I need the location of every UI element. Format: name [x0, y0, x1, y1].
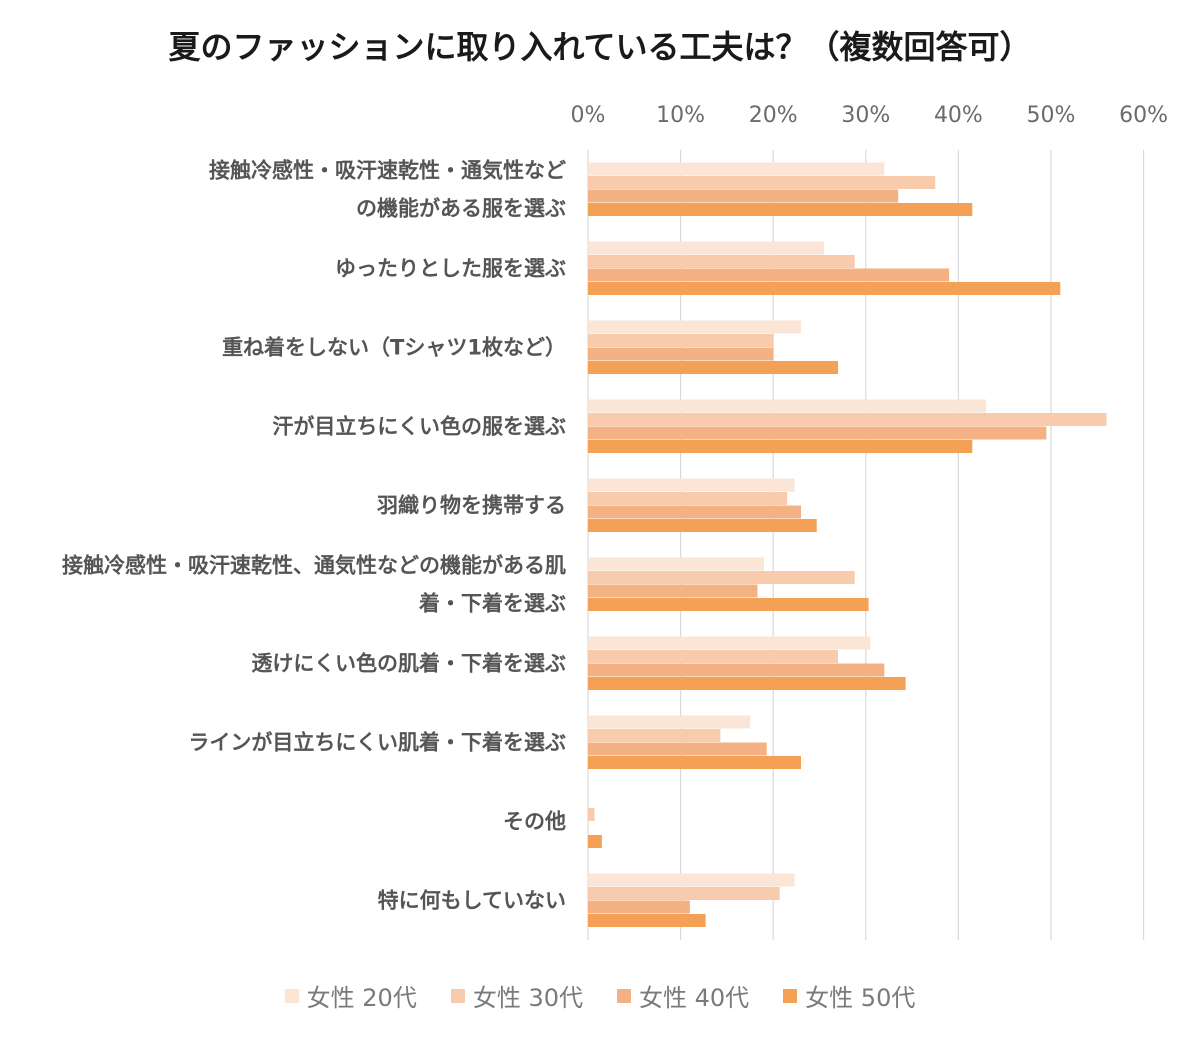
category-label: ゆったりとした服を選ぶ [335, 257, 566, 281]
bar [588, 399, 987, 413]
category-label: 汗が目立ちにくい色の服を選ぶ [272, 415, 566, 439]
bar [588, 598, 869, 611]
legend-item: 女性 20代 [284, 978, 417, 1013]
bar [588, 756, 801, 769]
bar [588, 162, 885, 176]
bar [588, 334, 774, 347]
category-label: 羽織り物を携帯する [377, 494, 566, 518]
legend-item: 女性 50代 [783, 978, 915, 1013]
x-tick-label: 40% [934, 103, 983, 128]
legend-item: 女性 30代 [450, 978, 583, 1013]
category-label: 重ね着をしない（Tシャツ1枚など） [222, 336, 566, 360]
x-tick-label: 10% [656, 103, 705, 128]
legend-item: 女性 40代 [617, 978, 749, 1013]
category-label: 特に何もしていない [378, 889, 566, 913]
bar [588, 320, 801, 334]
bar [588, 519, 817, 532]
x-tick-label: 60% [1119, 103, 1168, 128]
bar [588, 835, 602, 848]
bar [588, 203, 973, 216]
category-label: の機能がある服を選ぶ [356, 197, 566, 221]
bar [588, 715, 751, 729]
bar [588, 413, 1107, 426]
bar [588, 808, 595, 821]
bar-chart: 0% 10% 20% 30% 40% 50% 60% 接触冷感性・吸汗速乾性・通気性などの機能… [62, 103, 1168, 940]
bar [588, 873, 795, 887]
bar [588, 677, 906, 690]
legend-swatch [450, 988, 465, 1003]
bar [588, 900, 690, 914]
category-label: 接触冷感性・吸汗速乾性・通気性など [209, 159, 566, 183]
x-tick-label: 20% [749, 103, 798, 128]
bar [588, 505, 801, 519]
bar [588, 557, 764, 571]
bar [588, 584, 758, 598]
bar [588, 571, 855, 584]
chart-title: 夏のファッションに取り入れている工夫は？（複数回答可） [168, 28, 1032, 66]
bar [588, 361, 839, 374]
bar [588, 636, 871, 650]
chart-legend: 女性 20代 女性 30代 女性 40代 女性 50代 [0, 978, 1200, 1013]
category-label: 接触冷感性・吸汗速乾性、通気性などの機能がある肌 [62, 554, 566, 578]
bar [588, 176, 936, 189]
category-label: ラインが目立ちにくい肌着・下着を選ぶ [188, 731, 566, 755]
legend-swatch [783, 988, 798, 1003]
x-tick-label: 0% [571, 103, 606, 128]
bar [588, 347, 774, 361]
bar [588, 914, 706, 927]
bar [588, 650, 839, 663]
bar [588, 663, 885, 677]
bar [588, 268, 950, 282]
bar [588, 426, 1047, 440]
bar [588, 255, 855, 268]
x-tick-label: 30% [841, 103, 890, 128]
category-label: 着・下着を選ぶ [418, 592, 566, 616]
category-label: その他 [503, 810, 566, 834]
bar [588, 189, 899, 203]
legend-label: 女性 20代 [306, 984, 417, 1012]
legend-label: 女性 50代 [805, 984, 916, 1012]
legend-swatch [617, 988, 631, 1003]
legend-label: 女性 40代 [639, 984, 750, 1012]
bar [588, 478, 795, 492]
bar [588, 492, 788, 505]
legend-label: 女性 30代 [472, 984, 583, 1012]
legend-swatch [284, 988, 299, 1003]
bar [588, 282, 1061, 295]
bar [588, 742, 767, 756]
x-tick-label: 50% [1027, 103, 1076, 128]
bar [588, 887, 780, 900]
bar [588, 241, 825, 255]
bar [588, 440, 973, 453]
bar [588, 729, 721, 742]
category-label: 透けにくい色の肌着・下着を選ぶ [251, 652, 566, 676]
